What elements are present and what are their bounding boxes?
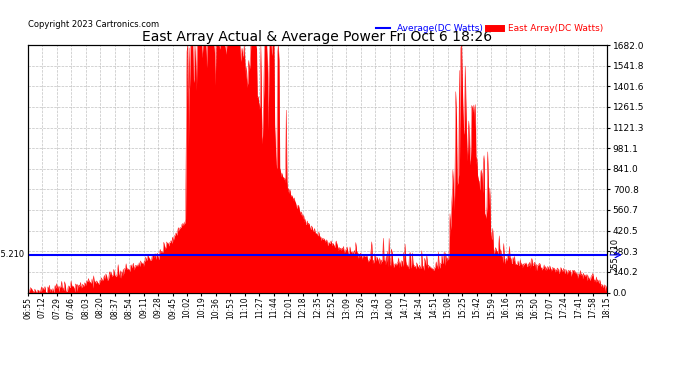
Legend: Average(DC Watts), East Array(DC Watts): Average(DC Watts), East Array(DC Watts) [373, 20, 607, 36]
Text: 255.210: 255.210 [610, 238, 619, 272]
Title: East Array Actual & Average Power Fri Oct 6 18:26: East Array Actual & Average Power Fri Oc… [142, 30, 493, 44]
Text: Copyright 2023 Cartronics.com: Copyright 2023 Cartronics.com [28, 20, 159, 29]
Text: 255.210: 255.210 [0, 251, 25, 260]
